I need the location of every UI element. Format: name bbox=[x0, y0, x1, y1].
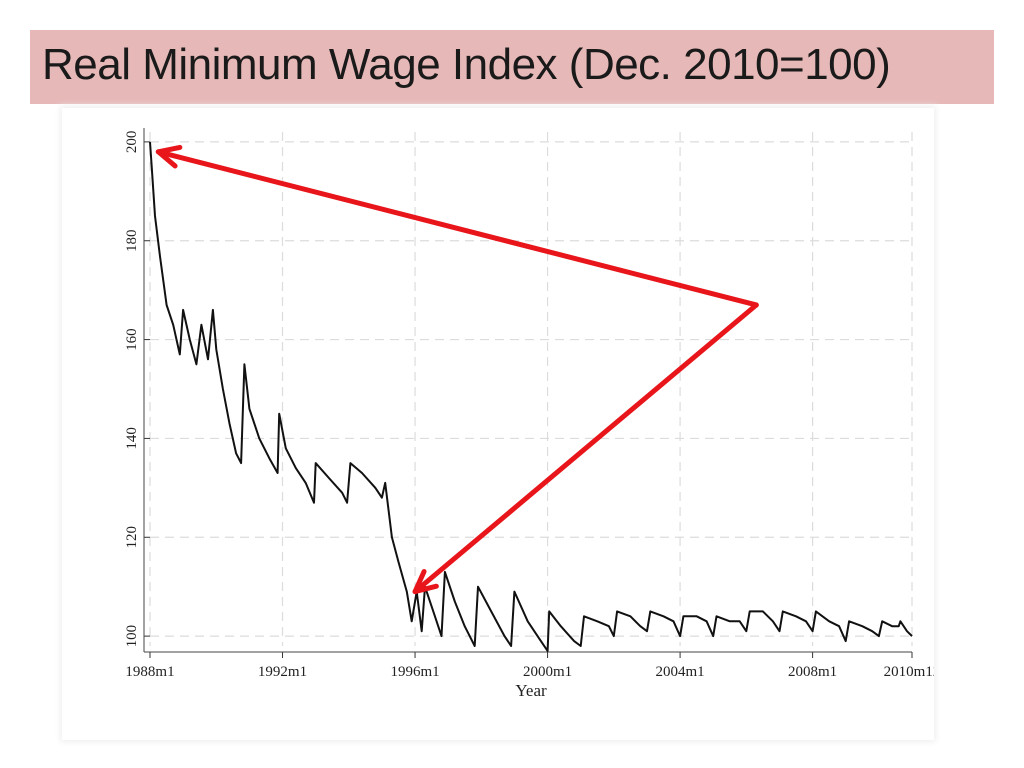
x-axis-title: Year bbox=[515, 681, 547, 700]
title-band: Real Minimum Wage Index (Dec. 2010=100) bbox=[30, 30, 994, 104]
slide-title: Real Minimum Wage Index (Dec. 2010=100) bbox=[42, 40, 891, 89]
y-tick-label: 160 bbox=[124, 328, 140, 351]
gridlines bbox=[149, 132, 913, 646]
annotation-arrow-shaft bbox=[155, 149, 759, 308]
axes bbox=[143, 128, 913, 658]
series-layer bbox=[149, 141, 913, 652]
x-tick-label: 2008m1 bbox=[788, 664, 837, 680]
chart-panel: 100 120 140 160 180 200 1988m1 1992m1 1996m1 200… bbox=[62, 108, 934, 740]
annotation-arrowhead bbox=[412, 569, 439, 595]
y-tick-label: 100 bbox=[124, 625, 140, 648]
y-tick-label: 180 bbox=[124, 229, 140, 252]
y-tick-labels: 100 120 140 160 180 200 bbox=[124, 131, 140, 648]
annotation-arrow-shaft bbox=[412, 302, 759, 595]
line-chart: 100 120 140 160 180 200 1988m1 1992m1 1996m1 200… bbox=[124, 128, 934, 700]
annotation-arrowhead bbox=[155, 144, 183, 169]
x-tick-label: 2000m1 bbox=[523, 664, 572, 680]
x-tick-label: 2004m1 bbox=[656, 664, 705, 680]
x-tick-label: 1996m1 bbox=[390, 664, 439, 680]
x-tick-label: 2010m12 bbox=[884, 664, 934, 680]
x-tick-label: 1992m1 bbox=[258, 664, 307, 680]
x-tick-label: 1988m1 bbox=[125, 664, 174, 680]
annotation-layer bbox=[155, 144, 759, 595]
series-line bbox=[149, 141, 913, 652]
y-tick-label: 200 bbox=[124, 131, 140, 154]
x-tick-labels: 1988m1 1992m1 1996m1 2000m1 2004m1 2008m1 2010… bbox=[125, 664, 934, 680]
y-tick-label: 140 bbox=[124, 427, 140, 450]
y-tick-label: 120 bbox=[124, 526, 140, 549]
